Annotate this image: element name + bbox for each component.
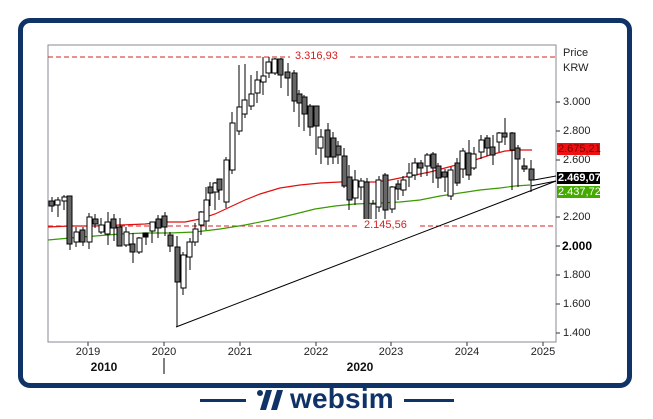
- y-tick-label: 3.000: [563, 96, 591, 108]
- last-price-leader: [533, 175, 557, 181]
- plot-area: [47, 44, 557, 343]
- ma-green-line: [47, 184, 531, 241]
- trendline: [175, 180, 557, 328]
- y-tick-label-bold: 2.000: [562, 239, 593, 253]
- x-tick-label: 2022: [303, 346, 329, 358]
- brand-name: websim: [290, 383, 394, 414]
- x-tick-label: 2023: [378, 346, 404, 358]
- currency-label: KRW: [563, 62, 589, 74]
- y-tick-label: 2.800: [563, 125, 591, 137]
- y-tick-label: 1.400: [563, 327, 591, 339]
- ma-green-tag: 2.437,72: [557, 186, 601, 198]
- x-tick-label: 2024: [454, 346, 480, 358]
- decade-label: 2010: [90, 360, 118, 374]
- x-tick-label: 2021: [227, 346, 253, 358]
- brand-logo: websim: [0, 383, 653, 415]
- high-annotation: 3.316,93: [293, 50, 340, 62]
- decade-label: 2020: [346, 360, 374, 374]
- price-label: Price: [563, 47, 589, 59]
- low-annotation: 2.145,56: [362, 219, 409, 231]
- x-tick-label: 2025: [530, 346, 556, 358]
- y-tick-label: 1.800: [563, 269, 591, 281]
- x-tick-label: 2020: [151, 346, 177, 358]
- logo-divider-right: [404, 399, 454, 402]
- x-tick-label: 2019: [75, 346, 101, 358]
- last-price-tag: 2.469,07: [557, 172, 601, 184]
- y-tick-label: 2.600: [563, 154, 591, 166]
- y-tick-label: 2.200: [563, 211, 591, 223]
- websim-mark-icon: [257, 390, 283, 410]
- x-tick-marks: [87, 342, 544, 346]
- y-tick-label: 1.600: [563, 298, 591, 310]
- logo-divider-left: [200, 399, 246, 402]
- y-tick-marks: [556, 101, 560, 334]
- ma-red-tag: 2.675,21: [557, 143, 601, 155]
- candles: [48, 57, 535, 327]
- chart-frame: [18, 18, 632, 388]
